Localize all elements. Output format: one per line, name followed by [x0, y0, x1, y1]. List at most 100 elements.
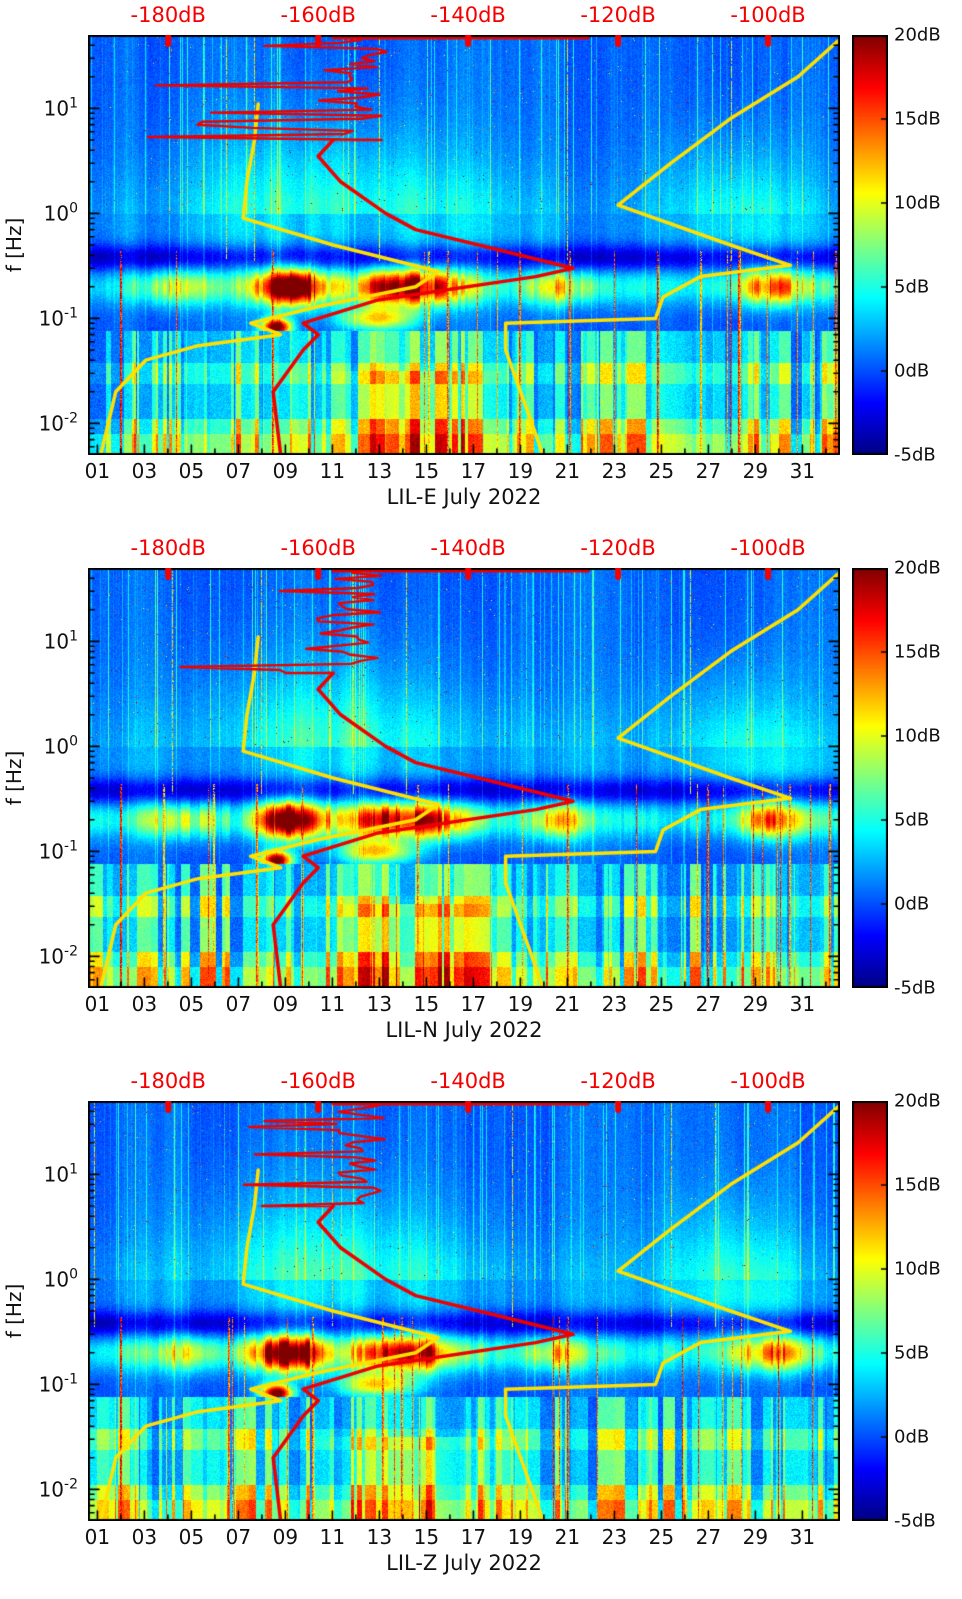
colorbar-canvas — [852, 1101, 888, 1521]
y-axis-ticks: 101 100 10-1 10-2 — [0, 568, 84, 988]
colorbar-canvas — [852, 35, 888, 455]
x-tick-label: 17 — [460, 459, 487, 483]
y-axis-ticks: 101 100 10-1 10-2 — [0, 35, 84, 455]
top-db-axis: -180dB -160dB -140dB -120dB -100dB — [88, 1069, 840, 1099]
top-axis-tick-label: -140dB — [430, 536, 506, 560]
x-axis-title: LIL-Z July 2022 — [386, 1551, 542, 1575]
x-tick-label: 15 — [413, 1525, 440, 1549]
spectrogram-panel-lil-n: -180dB -160dB -140dB -120dB -100dB f [Hz] 10… — [0, 533, 962, 1066]
y-tick-label: 100 — [43, 201, 78, 226]
top-axis-tick-label: -160dB — [280, 3, 356, 27]
x-tick-label: 19 — [507, 1525, 534, 1549]
spectrogram-panel-lil-e: -180dB -160dB -140dB -120dB -100dB f [Hz] 10… — [0, 0, 962, 533]
y-tick-label: 101 — [43, 1162, 78, 1187]
colorbar — [852, 1101, 888, 1521]
y-tick-label: 100 — [43, 734, 78, 759]
colorbar-canvas — [852, 568, 888, 988]
x-tick-label: 07 — [225, 459, 252, 483]
colorbar-tick-label: -5dB — [894, 977, 936, 999]
overlay-curves-canvas — [88, 1101, 840, 1521]
colorbar — [852, 35, 888, 455]
y-tick-label: 100 — [43, 1267, 78, 1292]
x-axis-title: LIL-E July 2022 — [386, 485, 542, 509]
y-tick-label: 101 — [43, 96, 78, 121]
colorbar-tick-label: 0dB — [894, 360, 930, 382]
x-tick-label: 23 — [601, 459, 628, 483]
colorbar-tick-label: 10dB — [894, 725, 941, 747]
overlay-curves-canvas — [88, 568, 840, 988]
x-tick-label: 11 — [319, 459, 346, 483]
y-tick-label: 10-2 — [38, 944, 78, 969]
colorbar-tick-label: 20dB — [894, 557, 941, 579]
colorbar-tick-label: 5dB — [894, 276, 930, 298]
top-axis-tick-label: -100dB — [730, 1069, 806, 1093]
x-tick-label: 27 — [695, 1525, 722, 1549]
x-tick-label: 01 — [84, 992, 111, 1016]
x-tick-label: 29 — [742, 1525, 769, 1549]
x-tick-label: 25 — [648, 459, 675, 483]
spectrogram-plot — [88, 35, 840, 455]
colorbar-tick-label: 10dB — [894, 192, 941, 214]
colorbar-tick-label: 0dB — [894, 1426, 930, 1448]
x-tick-label: 09 — [272, 992, 299, 1016]
colorbar-tick-label: -5dB — [894, 444, 936, 466]
x-tick-label: 01 — [84, 1525, 111, 1549]
x-tick-label: 13 — [366, 1525, 393, 1549]
x-tick-label: 03 — [131, 992, 158, 1016]
x-tick-label: 07 — [225, 992, 252, 1016]
colorbar-tick-label: 20dB — [894, 24, 941, 46]
x-tick-label: 27 — [695, 459, 722, 483]
x-tick-label: 17 — [460, 992, 487, 1016]
y-tick-label: 101 — [43, 629, 78, 654]
top-axis-tick-label: -180dB — [130, 536, 206, 560]
x-tick-label: 11 — [319, 992, 346, 1016]
top-axis-tick-label: -100dB — [730, 536, 806, 560]
x-axis-ticks: 01 03 05 07 09 11 13 15 17 19 21 23 25 27 29 31 — [84, 1525, 840, 1549]
colorbar-ticks: 20dB 15dB 10dB 5dB 0dB -5dB — [894, 558, 958, 999]
top-db-axis: -180dB -160dB -140dB -120dB -100dB — [88, 3, 840, 33]
colorbar-tick-label: 15dB — [894, 108, 941, 130]
top-axis-tick-label: -120dB — [580, 1069, 656, 1093]
colorbar-tick-label: 15dB — [894, 641, 941, 663]
x-tick-label: 09 — [272, 1525, 299, 1549]
x-tick-label: 13 — [366, 992, 393, 1016]
x-tick-label: 23 — [601, 1525, 628, 1549]
colorbar-ticks: 20dB 15dB 10dB 5dB 0dB -5dB — [894, 25, 958, 466]
x-tick-label: 21 — [554, 1525, 581, 1549]
overlay-curves-canvas — [88, 35, 840, 455]
y-tick-label: 10-1 — [38, 1372, 78, 1397]
y-tick-label: 10-2 — [38, 411, 78, 436]
x-axis-ticks: 01 03 05 07 09 11 13 15 17 19 21 23 25 27 29 31 — [84, 459, 840, 483]
colorbar — [852, 568, 888, 988]
top-db-axis: -180dB -160dB -140dB -120dB -100dB — [88, 536, 840, 566]
x-tick-label: 11 — [319, 1525, 346, 1549]
x-tick-label: 07 — [225, 1525, 252, 1549]
colorbar-tick-label: 10dB — [894, 1258, 941, 1280]
top-axis-tick-label: -120dB — [580, 3, 656, 27]
x-tick-label: 21 — [554, 992, 581, 1016]
top-axis-tick-label: -140dB — [430, 1069, 506, 1093]
x-tick-label: 19 — [507, 459, 534, 483]
x-tick-label: 29 — [742, 992, 769, 1016]
x-tick-label: 15 — [413, 459, 440, 483]
x-tick-label: 03 — [131, 459, 158, 483]
x-tick-label: 19 — [507, 992, 534, 1016]
x-tick-label: 25 — [648, 992, 675, 1016]
y-tick-label: 10-1 — [38, 306, 78, 331]
x-tick-label: 03 — [131, 1525, 158, 1549]
y-tick-label: 10-1 — [38, 839, 78, 864]
x-tick-label: 31 — [789, 992, 816, 1016]
x-tick-label: 09 — [272, 459, 299, 483]
top-axis-tick-label: -140dB — [430, 3, 506, 27]
spectrogram-panel-lil-z: -180dB -160dB -140dB -120dB -100dB f [Hz] 10… — [0, 1066, 962, 1599]
x-axis-ticks: 01 03 05 07 09 11 13 15 17 19 21 23 25 27 29 31 — [84, 992, 840, 1016]
x-tick-label: 13 — [366, 459, 393, 483]
colorbar-tick-label: 5dB — [894, 1342, 930, 1364]
colorbar-tick-label: -5dB — [894, 1510, 936, 1532]
x-tick-label: 01 — [84, 459, 111, 483]
top-axis-tick-label: -160dB — [280, 1069, 356, 1093]
colorbar-tick-label: 15dB — [894, 1174, 941, 1196]
top-axis-tick-label: -180dB — [130, 1069, 206, 1093]
x-tick-label: 05 — [178, 1525, 205, 1549]
